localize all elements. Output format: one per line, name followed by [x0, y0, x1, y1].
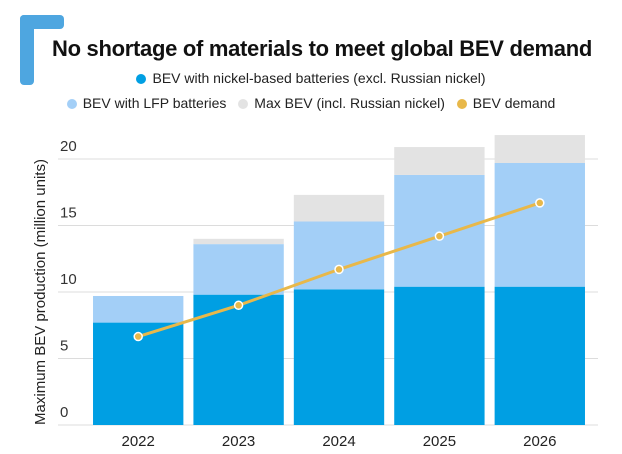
y-tick-label: 20 [60, 138, 77, 155]
demand-point [434, 231, 445, 241]
bar-segment [394, 174, 485, 287]
demand-point [233, 300, 244, 311]
x-tick-label: 2022 [122, 433, 155, 450]
y-axis-label: Maximum BEV production (million units) [32, 159, 49, 425]
demand-point [133, 331, 143, 342]
bar-segment [494, 286, 585, 425]
legend-swatch [456, 99, 467, 109]
bar-segment [193, 294, 284, 425]
legend-label: BEV with LFP batteries [82, 95, 227, 111]
bar-segment [394, 286, 485, 425]
legend-item-lfp: BEV with LFP batteries [66, 95, 227, 111]
bar-segment [494, 162, 585, 287]
legend-item-nickel: BEV with nickel-based batteries (excl. R… [136, 70, 486, 86]
bar-segment [193, 238, 284, 245]
bar-segment [394, 147, 485, 175]
legend-label: BEV demand [472, 95, 556, 111]
y-tick-label: 10 [60, 271, 77, 288]
x-tick-label: 2023 [222, 433, 255, 450]
y-tick-label: 15 [60, 205, 77, 222]
demand-point [535, 198, 545, 208]
x-tick-label: 2026 [523, 433, 556, 450]
bar-segment [293, 194, 385, 222]
bar-segment [494, 135, 585, 163]
legend-swatch [136, 74, 147, 84]
bar-segment [293, 289, 385, 425]
legend-item-max: Max BEV (incl. Russian nickel) [238, 95, 445, 111]
legend-swatch [238, 99, 249, 109]
demand-point [334, 264, 344, 275]
legend-row-2: BEV with LFP batteries Max BEV (incl. Ru… [0, 95, 622, 111]
chart-title: No shortage of materials to meet global … [52, 36, 592, 61]
x-tick-label: 2025 [423, 433, 456, 450]
bar-segment [193, 244, 284, 295]
y-tick-label: 5 [60, 338, 68, 355]
legend-swatch [66, 99, 77, 109]
legend-label: Max BEV (incl. Russian nickel) [254, 95, 445, 111]
legend-label: BEV with nickel-based batteries (excl. R… [152, 70, 486, 86]
x-tick-label: 2024 [322, 433, 355, 450]
y-tick-label: 0 [60, 404, 68, 421]
decorative-corner-shape [20, 15, 34, 85]
bar-segment [293, 221, 385, 290]
legend-row-1: BEV with nickel-based batteries (excl. R… [0, 70, 622, 86]
bar-segment [93, 295, 184, 323]
legend-item-demand: BEV demand [456, 95, 556, 111]
